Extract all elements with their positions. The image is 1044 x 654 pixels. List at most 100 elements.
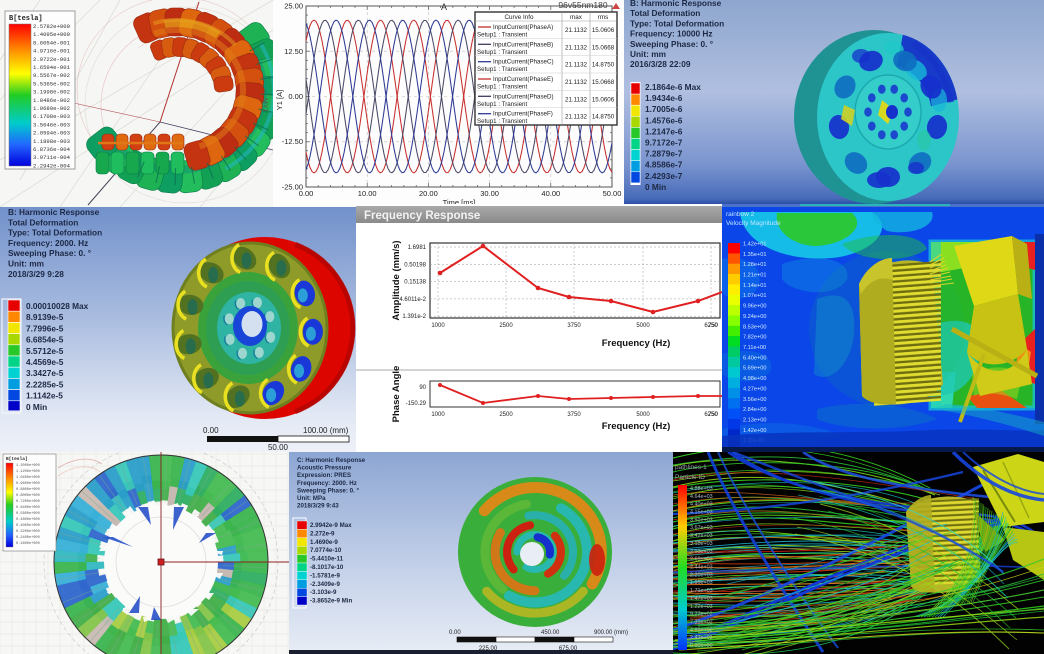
svg-text:-12.50: -12.50 [282,137,303,146]
svg-text:1.6594e-001: 1.6594e-001 [33,64,71,71]
svg-text:5.5712e-5: 5.5712e-5 [26,346,64,356]
svg-text:50.00: 50.00 [603,189,622,198]
svg-text:1.42e+01: 1.42e+01 [743,242,767,248]
svg-text:2.2285e-5: 2.2285e-5 [26,379,64,389]
svg-text:10.00: 10.00 [358,189,377,198]
svg-text:2016/3/28 22:09: 2016/3/28 22:09 [630,59,691,69]
svg-text:MY1: MY1 [261,98,268,113]
svg-text:3.56e+00: 3.56e+00 [743,397,767,403]
svg-text:2.4293e-7: 2.4293e-7 [645,171,683,181]
svg-text:Setup1 : Transient: Setup1 : Transient [477,84,527,91]
svg-text:Time [ms]: Time [ms] [443,198,476,207]
svg-text:Frequency: 2000. Hz: Frequency: 2000. Hz [297,480,357,487]
svg-text:4.15e+03: 4.15e+03 [690,510,713,516]
svg-text:100.00 (mm): 100.00 (mm) [303,426,349,435]
svg-text:21.1132: 21.1132 [565,96,587,103]
svg-text:4.6011e-2: 4.6011e-2 [399,297,426,303]
svg-text:1000: 1000 [431,412,445,418]
svg-text:15.0606: 15.0606 [592,96,615,103]
svg-text:1.07e+01: 1.07e+01 [743,293,767,299]
svg-text:8.9139e-5: 8.9139e-5 [26,312,64,322]
svg-text:Setup1 : Transient: Setup1 : Transient [477,66,527,73]
svg-text:4.4569e-5: 4.4569e-5 [26,357,64,367]
svg-text:0.4800e+000: 0.4800e+000 [16,518,40,522]
svg-text:9.96e+00: 9.96e+00 [743,304,767,310]
svg-text:2.44e+02: 2.44e+02 [690,635,713,641]
svg-text:2.93e+03: 2.93e+03 [690,549,713,555]
svg-text:Sweeping Phase: 0. °: Sweeping Phase: 0. ° [630,39,713,49]
svg-text:6.40e+00: 6.40e+00 [743,355,767,361]
svg-text:0.8800e+000: 0.8800e+000 [16,488,40,492]
svg-text:pathlines-1: pathlines-1 [675,464,707,471]
svg-text:3750: 3750 [567,323,581,329]
svg-text:225.00: 225.00 [479,646,498,652]
svg-text:2018/3/29 9:43: 2018/3/29 9:43 [297,503,339,510]
svg-text:7.0774e-10: 7.0774e-10 [310,547,342,554]
svg-text:1.14e+01: 1.14e+01 [743,283,767,289]
svg-text:2018/3/29 9:28: 2018/3/29 9:28 [8,269,64,279]
svg-text:7.2879e-7: 7.2879e-7 [645,149,683,159]
svg-text:6250: 6250 [704,323,718,329]
svg-text:7.82e+00: 7.82e+00 [743,335,767,341]
svg-text:7.11e+00: 7.11e+00 [743,345,766,351]
svg-text:Velocity Magnitude: Velocity Magnitude [726,220,781,227]
svg-text:Type: Total Deformation: Type: Total Deformation [630,18,724,28]
svg-text:0.00: 0.00 [299,189,314,198]
svg-text:4.9716e-001: 4.9716e-001 [33,48,71,55]
svg-text:0.4000e+000: 0.4000e+000 [16,524,40,528]
svg-text:21.1132: 21.1132 [565,44,587,51]
svg-text:1.0680e-002: 1.0680e-002 [33,105,70,112]
svg-text:7.7996e-5: 7.7996e-5 [26,323,64,333]
svg-text:4.40e+03: 4.40e+03 [690,502,713,508]
svg-text:0.15138: 0.15138 [404,280,426,286]
svg-text:C: Harmonic Response: C: Harmonic Response [297,457,366,464]
svg-text:1.95e+03: 1.95e+03 [690,580,713,586]
svg-text:6.1708e-003: 6.1708e-003 [33,113,70,120]
svg-text:Total Deformation: Total Deformation [8,217,78,227]
svg-text:12.50: 12.50 [284,47,303,56]
svg-text:Sweeping Phase: 0. °: Sweeping Phase: 0. ° [297,487,359,494]
svg-text:1.47e+03: 1.47e+03 [690,596,713,602]
svg-text:2.20e+03: 2.20e+03 [690,572,713,578]
svg-text:Unit: MPa: Unit: MPa [297,495,326,502]
svg-text:5000: 5000 [636,412,650,418]
svg-text:14.8750: 14.8750 [592,114,615,121]
svg-text:0.1600e+000: 0.1600e+000 [16,542,40,546]
svg-text:1.22e+03: 1.22e+03 [690,604,713,610]
svg-text:Frequency: 10000 Hz: Frequency: 10000 Hz [630,29,713,39]
svg-text:20.00: 20.00 [419,189,438,198]
svg-text:-150.29: -150.29 [406,401,427,407]
svg-text:Unit: mm: Unit: mm [630,49,666,59]
svg-text:3.9711e-004: 3.9711e-004 [33,154,71,161]
svg-text:InputCurrent(PhaseF): InputCurrent(PhaseF) [493,111,553,118]
svg-text:A: A [441,2,447,12]
svg-text:1.8486e-002: 1.8486e-002 [33,97,70,104]
svg-text:Frequency Response: Frequency Response [364,210,480,222]
svg-text:4.98e+00: 4.98e+00 [743,376,767,382]
svg-text:InputCurrent(PhaseC): InputCurrent(PhaseC) [493,59,554,66]
svg-text:2.44e+03: 2.44e+03 [690,565,713,571]
svg-text:1.1200e+000: 1.1200e+000 [16,470,40,474]
svg-text:-1.5781e-9: -1.5781e-9 [310,572,340,579]
svg-text:2.13e+00: 2.13e+00 [743,417,767,423]
svg-text:3.42e+03: 3.42e+03 [690,533,713,539]
svg-text:Unit: mm: Unit: mm [8,259,44,269]
svg-text:Setup1 : Transient: Setup1 : Transient [477,49,527,56]
svg-text:3.3427e-5: 3.3427e-5 [26,368,64,378]
svg-text:InputCurrent(PhaseB): InputCurrent(PhaseB) [493,41,553,48]
svg-text:1.4690e-9: 1.4690e-9 [310,539,338,546]
svg-text:2.0594e-003: 2.0594e-003 [33,130,70,137]
svg-text:2.9722e-001: 2.9722e-001 [33,56,71,63]
svg-text:1.2000e+000: 1.2000e+000 [16,464,40,468]
svg-text:Total Deformation: Total Deformation [630,8,700,18]
svg-text:1000: 1000 [431,323,445,329]
svg-text:9.24e+00: 9.24e+00 [743,314,767,320]
svg-text:0.00: 0.00 [288,92,303,101]
svg-text:3.67e+03: 3.67e+03 [690,525,713,531]
svg-text:1.4576e-6: 1.4576e-6 [645,115,683,125]
svg-text:4.27e+00: 4.27e+00 [743,386,767,392]
svg-text:max: max [570,14,583,21]
svg-text:InputCurrent(PhaseD): InputCurrent(PhaseD) [493,93,554,100]
svg-text:1.21e+01: 1.21e+01 [743,273,767,279]
svg-text:0.9600e+000: 0.9600e+000 [16,482,40,486]
